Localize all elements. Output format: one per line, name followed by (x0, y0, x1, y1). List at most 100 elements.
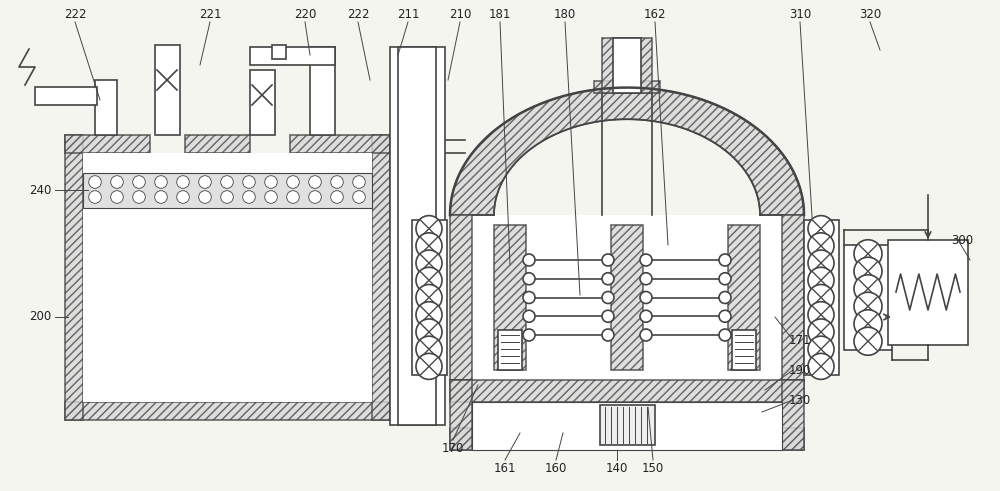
Text: 171: 171 (789, 333, 811, 347)
Circle shape (287, 176, 299, 189)
Circle shape (602, 310, 614, 322)
Circle shape (243, 176, 255, 189)
Circle shape (640, 292, 652, 303)
Text: 170: 170 (442, 441, 464, 455)
Circle shape (287, 191, 299, 203)
Bar (250, 70, 275, 135)
Text: 220: 220 (294, 7, 316, 21)
Circle shape (221, 191, 233, 203)
Circle shape (719, 310, 731, 322)
Circle shape (808, 267, 834, 293)
Circle shape (808, 354, 834, 380)
Bar (613, 38, 641, 93)
Circle shape (640, 310, 652, 322)
Circle shape (854, 240, 882, 268)
Text: 130: 130 (789, 393, 811, 407)
Circle shape (416, 302, 442, 327)
Circle shape (416, 267, 442, 293)
Text: 222: 222 (347, 7, 369, 21)
Circle shape (353, 191, 365, 203)
Bar (450, 428, 804, 450)
Circle shape (602, 292, 614, 303)
Circle shape (353, 176, 365, 189)
Text: 190: 190 (789, 363, 811, 377)
Text: 221: 221 (199, 7, 221, 21)
Circle shape (602, 254, 614, 266)
Text: 210: 210 (449, 7, 471, 21)
Bar (728, 225, 760, 370)
Bar (602, 38, 652, 93)
Text: 300: 300 (951, 234, 973, 246)
Bar (65, 135, 150, 153)
Text: 200: 200 (29, 310, 51, 324)
Bar (83, 173, 372, 208)
Circle shape (243, 191, 255, 203)
Circle shape (89, 191, 101, 203)
Circle shape (199, 191, 211, 203)
Circle shape (416, 233, 442, 259)
Text: 161: 161 (494, 462, 516, 474)
Circle shape (808, 302, 834, 327)
Text: 240: 240 (29, 184, 51, 196)
Circle shape (602, 329, 614, 341)
Text: 222: 222 (64, 7, 86, 21)
Bar (83, 153, 372, 402)
Circle shape (854, 275, 882, 303)
Bar (844, 245, 892, 350)
Circle shape (523, 310, 535, 322)
Circle shape (416, 319, 442, 345)
Circle shape (854, 310, 882, 338)
Text: 140: 140 (606, 462, 628, 474)
Bar (472, 402, 782, 450)
Circle shape (416, 284, 442, 310)
Circle shape (808, 216, 834, 242)
Bar (35, 87, 97, 105)
Bar (412, 220, 447, 375)
Text: 162: 162 (644, 7, 666, 21)
Bar (498, 330, 522, 370)
Circle shape (177, 191, 189, 203)
Circle shape (155, 176, 167, 189)
Bar (250, 47, 335, 65)
Text: 150: 150 (642, 462, 664, 474)
Bar (372, 135, 390, 420)
Bar (732, 330, 756, 370)
Circle shape (155, 191, 167, 203)
Text: 211: 211 (397, 7, 419, 21)
Circle shape (111, 176, 123, 189)
Text: 320: 320 (859, 7, 881, 21)
Circle shape (523, 292, 535, 303)
Bar (398, 47, 436, 425)
Circle shape (265, 191, 277, 203)
Circle shape (89, 176, 101, 189)
Circle shape (808, 233, 834, 259)
Circle shape (331, 191, 343, 203)
Bar (155, 45, 180, 135)
Circle shape (309, 191, 321, 203)
Circle shape (331, 176, 343, 189)
Bar (611, 225, 643, 370)
Bar (450, 380, 472, 450)
Circle shape (199, 176, 211, 189)
Circle shape (177, 176, 189, 189)
Text: 310: 310 (789, 7, 811, 21)
Circle shape (719, 329, 731, 341)
Bar (390, 47, 445, 425)
Circle shape (523, 273, 535, 285)
Circle shape (265, 176, 277, 189)
Text: 180: 180 (554, 7, 576, 21)
Circle shape (808, 336, 834, 362)
Bar (65, 402, 390, 420)
Circle shape (854, 257, 882, 285)
PathPatch shape (450, 87, 804, 215)
Circle shape (719, 273, 731, 285)
Bar (65, 135, 83, 420)
Circle shape (719, 254, 731, 266)
Bar (272, 45, 286, 59)
Text: 181: 181 (489, 7, 511, 21)
Bar (782, 215, 804, 380)
Circle shape (523, 254, 535, 266)
Circle shape (640, 273, 652, 285)
Bar (290, 135, 390, 153)
Circle shape (640, 329, 652, 341)
